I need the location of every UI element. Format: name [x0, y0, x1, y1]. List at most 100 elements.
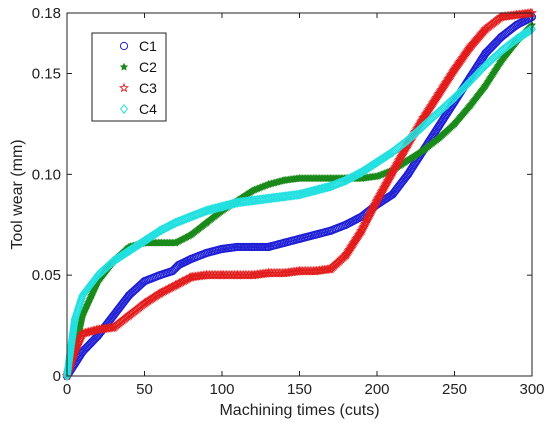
series-c4-marker: [321, 182, 330, 193]
series-c4-marker: [207, 204, 216, 215]
data-point-c1: [481, 49, 490, 58]
x-tick-label: 50: [136, 381, 153, 398]
data-point-c3: [170, 279, 181, 290]
series-c4-marker: [221, 200, 230, 211]
data-point-c4: [512, 34, 521, 45]
data-point-c2: [279, 176, 289, 184]
data-point-c1: [264, 242, 273, 252]
legend-marker-c2: [119, 62, 129, 71]
data-point-c4: [217, 201, 227, 212]
series-c4-marker: [338, 176, 347, 187]
series-c4-marker: [306, 186, 315, 197]
series-c4-marker: [312, 185, 321, 196]
data-point-c4: [450, 92, 459, 103]
data-point-c4: [186, 211, 196, 222]
data-point-c3: [449, 64, 460, 74]
data-point-c2: [434, 133, 444, 142]
data-point-c1: [186, 254, 196, 264]
series-c4: [62, 24, 537, 382]
data-point-c3: [124, 310, 134, 320]
data-point-c3: [480, 23, 491, 34]
legend-label-c3: C3: [139, 80, 157, 96]
data-point-c1: [109, 311, 118, 320]
data-point-c4: [93, 270, 103, 281]
data-point-c1: [140, 277, 149, 286]
series-c4-marker: [303, 187, 312, 198]
series-c4-marker: [349, 171, 358, 182]
series-c4-marker: [317, 183, 326, 194]
data-point-c4: [403, 135, 413, 146]
axis-ticks: 0 50 100 150 200 250 300 0 0.05 0.10 0.15 0.18: [32, 5, 545, 398]
data-point-c2: [450, 119, 459, 128]
data-point-c4: [388, 147, 397, 158]
series-c4-marker: [225, 199, 234, 210]
data-point-c3: [232, 269, 243, 280]
data-point-c3: [341, 249, 351, 260]
data-point-c1: [248, 242, 258, 252]
series-c4-marker: [164, 221, 173, 232]
series-c4-marker: [315, 184, 324, 195]
data-point-c1: [341, 220, 351, 229]
data-point-c3: [356, 225, 367, 236]
legend-marker-c1: [119, 41, 129, 51]
series-c4-marker: [356, 168, 365, 179]
series-c4-marker: [298, 188, 307, 199]
data-point-c4: [264, 193, 273, 204]
data-point-c2: [295, 174, 304, 182]
series-c4-marker: [301, 187, 310, 198]
legend-box: [91, 32, 167, 122]
legend-label-c4: C4: [139, 101, 157, 117]
series-c4-marker: [219, 201, 228, 212]
x-axis-label: Machining times (cuts): [219, 402, 379, 419]
series-c4-marker: [304, 187, 313, 198]
legend-marker-c3: [119, 82, 129, 93]
data-point-c3: [77, 328, 88, 338]
data-point-c3: [372, 195, 382, 205]
y-tick-label: 0.10: [32, 166, 61, 183]
series-c4-marker: [161, 222, 170, 233]
series-c4-marker: [211, 203, 220, 214]
data-point-c2: [248, 186, 258, 194]
series-c4-marker: [216, 202, 225, 213]
data-point-c3: [387, 167, 398, 177]
data-point-c4: [233, 197, 242, 208]
data-point-c1: [233, 242, 242, 252]
data-point-c1: [388, 190, 397, 199]
data-point-c1: [496, 33, 506, 42]
data-point-c3: [495, 11, 507, 22]
data-point-c3: [139, 298, 150, 308]
series-c4-marker: [227, 199, 236, 210]
data-point-c1: [155, 271, 165, 280]
series-c4-marker: [340, 175, 349, 186]
data-point-c2: [202, 218, 211, 227]
data-point-c3: [92, 324, 104, 334]
series-c4-marker: [165, 220, 174, 231]
series-c4-marker: [160, 223, 169, 234]
data-point-c2: [403, 155, 413, 164]
series-c4-marker: [214, 202, 223, 213]
x-tick-label: 150: [287, 381, 312, 398]
series-c4-marker: [346, 173, 355, 184]
data-point-c3: [433, 88, 445, 98]
data-point-c4: [140, 235, 149, 246]
data-point-c4: [279, 191, 289, 202]
data-point-c4: [496, 46, 506, 57]
data-point-c1: [168, 267, 177, 276]
series-c4-marker: [213, 202, 222, 213]
series-c4-marker: [224, 199, 233, 210]
series-c4-marker: [351, 170, 360, 181]
series-c4-marker: [222, 200, 231, 211]
legend: C1 C2 C3 C4: [91, 32, 167, 122]
legend-label-c1: C1: [139, 38, 157, 54]
data-point-c4: [124, 245, 134, 256]
data-point-c1: [434, 121, 444, 131]
series-c4-marker: [200, 206, 209, 217]
data-point-c4: [295, 189, 304, 200]
data-point-c4: [341, 175, 351, 186]
data-point-c4: [248, 195, 258, 206]
data-point-c1: [310, 230, 320, 239]
data-marks: [62, 7, 537, 382]
x-tick-label: 250: [442, 381, 467, 398]
data-point-c2: [171, 238, 180, 247]
